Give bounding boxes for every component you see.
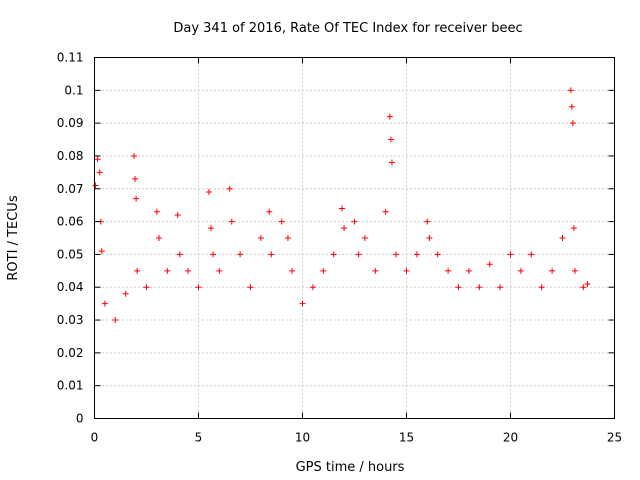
data-point — [155, 235, 162, 241]
data-point — [330, 251, 337, 258]
data-point — [568, 103, 575, 110]
data-point — [92, 182, 99, 189]
data-point — [538, 284, 545, 291]
data-point — [195, 284, 202, 291]
data-point — [339, 205, 346, 212]
data-point — [528, 251, 535, 258]
data-point — [341, 225, 348, 232]
data-point — [216, 267, 223, 274]
y-tick-label: 0.04 — [57, 280, 84, 294]
y-tick-label: 0.03 — [57, 313, 84, 327]
data-point — [559, 235, 566, 241]
data-point — [571, 267, 578, 274]
data-point — [386, 113, 393, 120]
data-point — [486, 261, 493, 268]
data-point — [284, 235, 291, 241]
y-tick-label: 0.07 — [57, 182, 84, 196]
data-point — [96, 169, 103, 176]
x-tick-label: 5 — [195, 431, 203, 445]
data-point — [228, 218, 235, 225]
data-point — [205, 189, 212, 196]
data-point — [153, 208, 160, 215]
data-point — [549, 267, 556, 274]
data-point — [101, 300, 108, 307]
data-point — [413, 251, 420, 258]
data-point — [507, 251, 514, 258]
y-tick-label: 0.02 — [57, 346, 84, 360]
data-point — [185, 267, 192, 274]
data-point — [309, 284, 316, 291]
data-point — [382, 208, 389, 215]
data-point — [133, 195, 140, 202]
data-point — [174, 212, 181, 219]
x-tick-label: 20 — [503, 431, 518, 445]
data-point — [266, 208, 273, 215]
data-point — [403, 267, 410, 274]
data-point — [207, 225, 214, 232]
data-point — [94, 156, 101, 163]
y-tick-label: 0.05 — [57, 247, 84, 261]
data-point — [132, 175, 139, 182]
data-point — [387, 136, 394, 143]
data-point — [164, 267, 171, 274]
data-point — [580, 284, 587, 291]
y-tick-label: 0.09 — [57, 116, 84, 130]
data-point — [210, 251, 217, 258]
data-point — [465, 267, 472, 274]
data-point — [226, 185, 233, 192]
data-point — [134, 267, 141, 274]
x-tick-label: 10 — [295, 431, 310, 445]
data-point — [237, 251, 244, 258]
data-point — [445, 267, 452, 274]
data-point — [131, 152, 138, 159]
x-tick-label: 25 — [607, 431, 622, 445]
x-tick-label: 0 — [91, 431, 99, 445]
data-point — [455, 284, 462, 291]
y-tick-label: 0.06 — [57, 215, 84, 229]
y-axis-label: ROTI / TECUs — [6, 195, 21, 280]
x-tick-label: 15 — [399, 431, 414, 445]
data-point — [143, 284, 150, 291]
data-points — [92, 87, 591, 324]
data-point — [476, 284, 483, 291]
y-tick-label: 0 — [76, 412, 84, 426]
x-axis-label: GPS time / hours — [296, 460, 405, 475]
grid — [94, 57, 615, 419]
data-point — [361, 235, 368, 241]
chart-title: Day 341 of 2016, Rate Of TEC Index for r… — [173, 21, 522, 36]
data-point — [112, 317, 119, 324]
y-tick-label: 0.01 — [57, 379, 84, 393]
data-point — [517, 267, 524, 274]
data-point — [98, 248, 105, 255]
data-point — [426, 235, 433, 241]
data-point — [388, 159, 395, 166]
data-point — [289, 267, 296, 274]
data-point — [299, 300, 306, 307]
data-point — [372, 267, 379, 274]
y-tick-label: 0.11 — [57, 51, 84, 65]
data-point — [351, 218, 358, 225]
data-point — [268, 251, 275, 258]
data-point — [257, 235, 264, 241]
data-point — [355, 251, 362, 258]
data-point — [497, 284, 504, 291]
data-point — [569, 120, 576, 127]
data-point — [434, 251, 441, 258]
data-point — [570, 225, 577, 232]
y-tick-label: 0.08 — [57, 149, 84, 163]
data-point — [278, 218, 285, 225]
data-point — [247, 284, 254, 291]
data-point — [567, 87, 574, 94]
data-point — [176, 251, 183, 258]
data-point — [320, 267, 327, 274]
data-point — [122, 290, 129, 297]
data-point — [424, 218, 431, 225]
plot-frame — [94, 57, 615, 419]
data-point — [393, 251, 400, 258]
y-tick-label: 0.1 — [64, 83, 83, 97]
data-point — [584, 280, 591, 287]
axis-ticks: 0 0.01 0.02 0.03 0.04 0.05 0.06 0.07 0.08 0.09 0.1… — [57, 51, 622, 445]
